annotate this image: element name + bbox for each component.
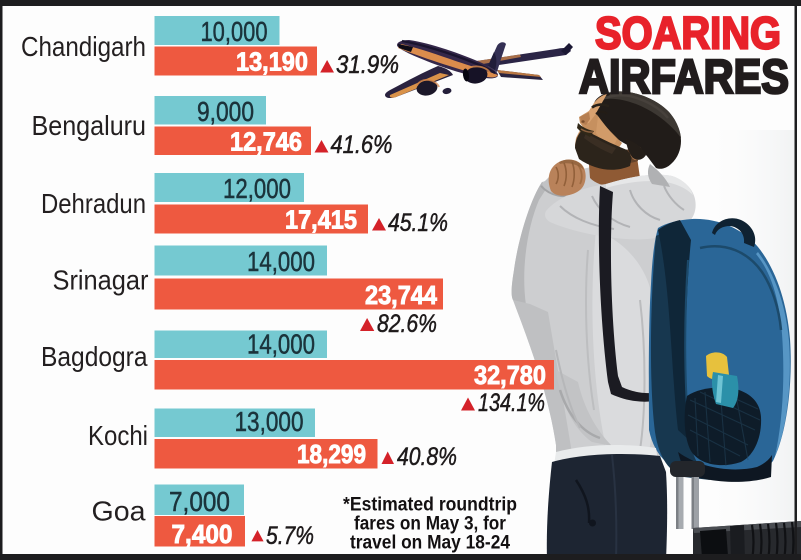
- svg-text:41.6%: 41.6%: [331, 131, 393, 159]
- svg-text:travel on May 18-24: travel on May 18-24: [350, 533, 510, 554]
- svg-text:Bagdogra: Bagdogra: [41, 341, 148, 372]
- svg-text:13,000: 13,000: [235, 406, 304, 437]
- svg-text:AIRFARES: AIRFARES: [579, 51, 789, 104]
- svg-text:Dehradun: Dehradun: [41, 188, 146, 219]
- svg-text:13,190: 13,190: [236, 47, 308, 77]
- svg-text:23,744: 23,744: [365, 280, 437, 310]
- svg-text:17,415: 17,415: [285, 205, 357, 235]
- svg-text:7,400: 7,400: [172, 519, 233, 549]
- svg-text:Srinagar: Srinagar: [53, 265, 149, 296]
- svg-text:Chandigarh: Chandigarh: [21, 31, 146, 62]
- svg-text:12,746: 12,746: [230, 127, 302, 157]
- svg-text:SOARING: SOARING: [595, 7, 781, 58]
- svg-text:40.8%: 40.8%: [397, 443, 457, 471]
- svg-text:Goa: Goa: [92, 496, 146, 527]
- svg-text:14,000: 14,000: [247, 246, 315, 277]
- svg-text:fares on May 3, for: fares on May 3, for: [354, 514, 507, 535]
- svg-text:45.1%: 45.1%: [388, 209, 448, 237]
- svg-text:9,000: 9,000: [197, 96, 254, 127]
- svg-text:Bengaluru: Bengaluru: [32, 110, 147, 141]
- svg-text:*Estimated roundtrip: *Estimated roundtrip: [343, 495, 517, 516]
- svg-text:18,299: 18,299: [297, 439, 366, 469]
- svg-text:32,780: 32,780: [474, 360, 546, 390]
- svg-text:7,000: 7,000: [169, 486, 230, 517]
- svg-text:134.1%: 134.1%: [478, 389, 545, 417]
- svg-text:31.9%: 31.9%: [336, 51, 399, 79]
- svg-text:14,000: 14,000: [247, 329, 315, 360]
- svg-text:5.7%: 5.7%: [266, 522, 314, 550]
- svg-text:12,000: 12,000: [223, 173, 291, 204]
- svg-text:10,000: 10,000: [201, 16, 268, 47]
- svg-text:82.6%: 82.6%: [377, 310, 437, 338]
- svg-text:Kochi: Kochi: [88, 420, 148, 451]
